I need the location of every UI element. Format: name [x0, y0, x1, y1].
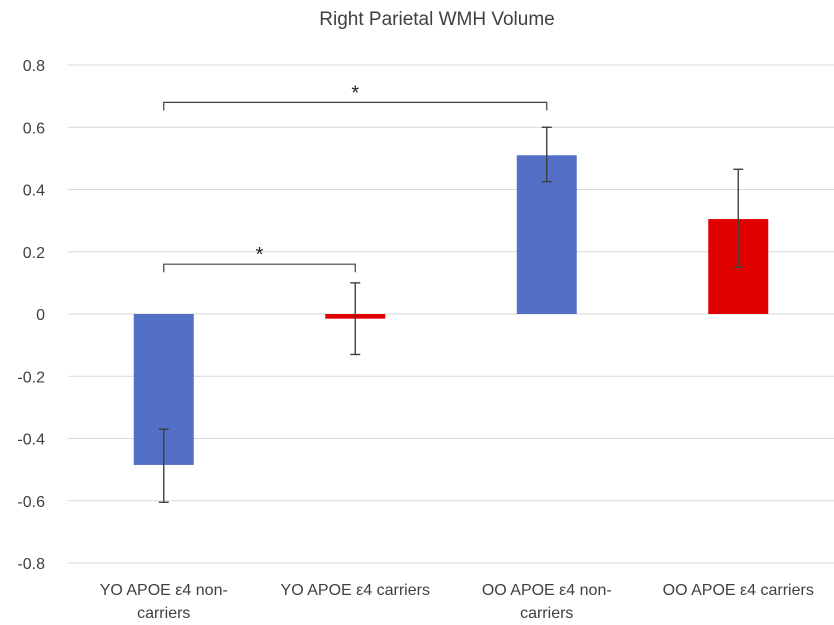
significance-bracket: * [163, 244, 356, 273]
x-category-label: YO APOE ε4 non-carriers [100, 582, 228, 622]
y-tick-label: -0.8 [17, 556, 45, 573]
error-bars [158, 126, 744, 504]
y-tick-label: -0.6 [17, 494, 45, 511]
significance-brackets: ** [163, 82, 548, 273]
gridlines [68, 64, 834, 564]
y-axis-ticks: 0.8 0.6 0.4 0.2 0 -0.2 -0.4 -0.6 -0.8 [17, 58, 45, 573]
error-bar [350, 282, 361, 356]
error-bar [158, 428, 169, 504]
y-tick-label: 0.6 [23, 120, 45, 137]
x-category-label: OO APOE ε4 carriers [663, 582, 814, 599]
error-bar [541, 126, 552, 183]
y-tick-label: 0 [36, 307, 45, 324]
x-category-label: YO APOE ε4 carriers [281, 582, 430, 599]
y-tick-label: 0.2 [23, 245, 45, 262]
y-tick-label: -0.2 [17, 369, 45, 386]
y-tick-label: 0.4 [23, 183, 45, 200]
error-bar [733, 168, 744, 269]
significance-bracket: * [163, 82, 548, 111]
bars [133, 155, 769, 465]
chart-title: Right Parietal WMH Volume [319, 9, 554, 30]
significance-label: * [256, 244, 264, 266]
significance-label: * [351, 82, 359, 104]
x-category-label: OO APOE ε4 non-carriers [482, 582, 612, 622]
y-tick-label: 0.8 [23, 58, 45, 75]
x-axis-labels: YO APOE ε4 non-carriers YO APOE ε4 carrie… [100, 582, 814, 622]
y-tick-label: -0.4 [17, 432, 45, 449]
